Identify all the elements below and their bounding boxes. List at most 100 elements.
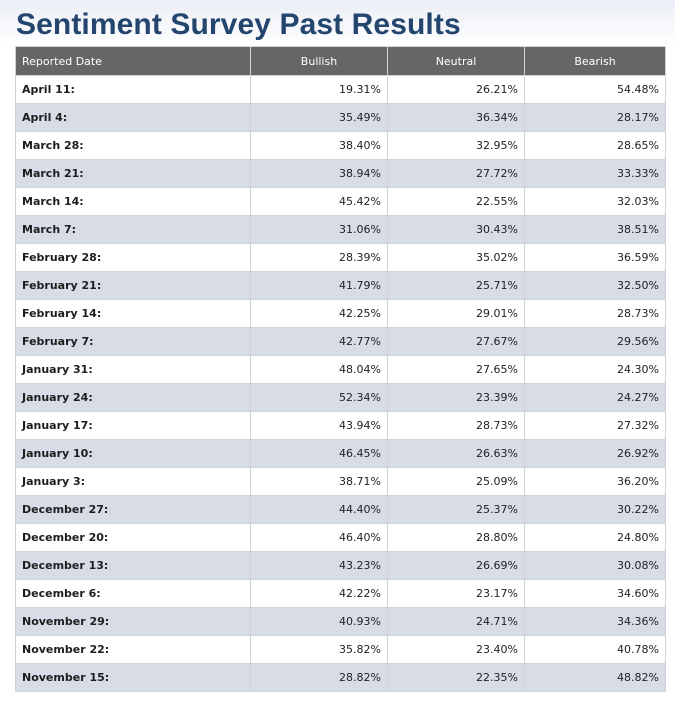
bullish-cell: 35.82% <box>250 635 388 664</box>
date-cell: February 28: <box>15 243 251 272</box>
date-cell: April 11: <box>15 75 251 104</box>
bullish-cell: 28.39% <box>250 243 388 272</box>
date-cell: December 6: <box>15 579 251 608</box>
table-row: February 21: 41.79% 25.71% 32.50% <box>15 271 666 300</box>
table-row: February 28: 28.39% 35.02% 36.59% <box>15 243 666 272</box>
bullish-cell: 45.42% <box>250 187 388 216</box>
neutral-cell: 23.39% <box>387 383 525 412</box>
bullish-cell: 43.23% <box>250 551 388 580</box>
bearish-cell: 28.17% <box>524 103 666 132</box>
neutral-cell: 26.63% <box>387 439 525 468</box>
table-row: January 10: 46.45% 26.63% 26.92% <box>15 439 666 468</box>
bearish-cell: 34.60% <box>524 579 666 608</box>
bullish-cell: 44.40% <box>250 495 388 524</box>
neutral-cell: 28.73% <box>387 411 525 440</box>
bearish-cell: 34.36% <box>524 607 666 636</box>
bullish-cell: 46.40% <box>250 523 388 552</box>
bearish-cell: 36.59% <box>524 243 666 272</box>
neutral-cell: 36.34% <box>387 103 525 132</box>
bullish-cell: 38.40% <box>250 131 388 160</box>
bullish-cell: 40.93% <box>250 607 388 636</box>
date-cell: January 10: <box>15 439 251 468</box>
bearish-cell: 28.65% <box>524 131 666 160</box>
date-cell: November 15: <box>15 663 251 692</box>
bearish-cell: 28.73% <box>524 299 666 328</box>
bullish-cell: 28.82% <box>250 663 388 692</box>
page-title: Sentiment Survey Past Results <box>16 8 461 41</box>
bearish-cell: 36.20% <box>524 467 666 496</box>
neutral-cell: 27.67% <box>387 327 525 356</box>
date-cell: March 7: <box>15 215 251 244</box>
date-cell: January 24: <box>15 383 251 412</box>
bullish-cell: 38.94% <box>250 159 388 188</box>
date-cell: January 3: <box>15 467 251 496</box>
bearish-cell: 27.32% <box>524 411 666 440</box>
bullish-cell: 48.04% <box>250 355 388 384</box>
bullish-cell: 38.71% <box>250 467 388 496</box>
table-row: January 17: 43.94% 28.73% 27.32% <box>15 411 666 440</box>
neutral-cell: 30.43% <box>387 215 525 244</box>
neutral-cell: 27.65% <box>387 355 525 384</box>
neutral-cell: 28.80% <box>387 523 525 552</box>
neutral-cell: 35.02% <box>387 243 525 272</box>
bearish-cell: 32.50% <box>524 271 666 300</box>
neutral-cell: 22.55% <box>387 187 525 216</box>
column-header-neutral: Neutral <box>387 46 525 76</box>
bearish-cell: 30.08% <box>524 551 666 580</box>
date-cell: December 20: <box>15 523 251 552</box>
neutral-cell: 26.69% <box>387 551 525 580</box>
date-cell: November 29: <box>15 607 251 636</box>
table-row: November 15: 28.82% 22.35% 48.82% <box>15 663 666 692</box>
neutral-cell: 25.71% <box>387 271 525 300</box>
bullish-cell: 46.45% <box>250 439 388 468</box>
column-header-bearish: Bearish <box>524 46 666 76</box>
bearish-cell: 30.22% <box>524 495 666 524</box>
table-row: April 11: 19.31% 26.21% 54.48% <box>15 75 666 104</box>
neutral-cell: 23.40% <box>387 635 525 664</box>
table-row: December 27: 44.40% 25.37% 30.22% <box>15 495 666 524</box>
neutral-cell: 27.72% <box>387 159 525 188</box>
date-cell: February 21: <box>15 271 251 300</box>
date-cell: April 4: <box>15 103 251 132</box>
column-header-bullish: Bullish <box>250 46 388 76</box>
date-cell: February 7: <box>15 327 251 356</box>
neutral-cell: 24.71% <box>387 607 525 636</box>
neutral-cell: 29.01% <box>387 299 525 328</box>
table-row: March 7: 31.06% 30.43% 38.51% <box>15 215 666 244</box>
sentiment-results-table: Reported Date Bullish Neutral Bearish Ap… <box>15 46 666 692</box>
neutral-cell: 22.35% <box>387 663 525 692</box>
date-cell: February 14: <box>15 299 251 328</box>
table-row: January 24: 52.34% 23.39% 24.27% <box>15 383 666 412</box>
table-row: March 21: 38.94% 27.72% 33.33% <box>15 159 666 188</box>
bullish-cell: 42.77% <box>250 327 388 356</box>
bullish-cell: 42.25% <box>250 299 388 328</box>
table-row: December 6: 42.22% 23.17% 34.60% <box>15 579 666 608</box>
neutral-cell: 25.09% <box>387 467 525 496</box>
table-row: November 29: 40.93% 24.71% 34.36% <box>15 607 666 636</box>
table-row: January 3: 38.71% 25.09% 36.20% <box>15 467 666 496</box>
table-row: December 13: 43.23% 26.69% 30.08% <box>15 551 666 580</box>
bearish-cell: 24.27% <box>524 383 666 412</box>
table-row: January 31: 48.04% 27.65% 24.30% <box>15 355 666 384</box>
bearish-cell: 26.92% <box>524 439 666 468</box>
bearish-cell: 38.51% <box>524 215 666 244</box>
table-row: February 14: 42.25% 29.01% 28.73% <box>15 299 666 328</box>
bearish-cell: 24.30% <box>524 355 666 384</box>
bearish-cell: 54.48% <box>524 75 666 104</box>
neutral-cell: 23.17% <box>387 579 525 608</box>
date-cell: December 27: <box>15 495 251 524</box>
bullish-cell: 43.94% <box>250 411 388 440</box>
date-cell: January 17: <box>15 411 251 440</box>
table-body: April 11: 19.31% 26.21% 54.48% April 4: 35.49… <box>15 75 666 692</box>
neutral-cell: 32.95% <box>387 131 525 160</box>
table-row: December 20: 46.40% 28.80% 24.80% <box>15 523 666 552</box>
column-header-reported-date: Reported Date <box>15 46 251 76</box>
table-row: November 22: 35.82% 23.40% 40.78% <box>15 635 666 664</box>
bearish-cell: 40.78% <box>524 635 666 664</box>
date-cell: January 31: <box>15 355 251 384</box>
date-cell: March 14: <box>15 187 251 216</box>
bullish-cell: 42.22% <box>250 579 388 608</box>
table-row: March 28: 38.40% 32.95% 28.65% <box>15 131 666 160</box>
neutral-cell: 25.37% <box>387 495 525 524</box>
